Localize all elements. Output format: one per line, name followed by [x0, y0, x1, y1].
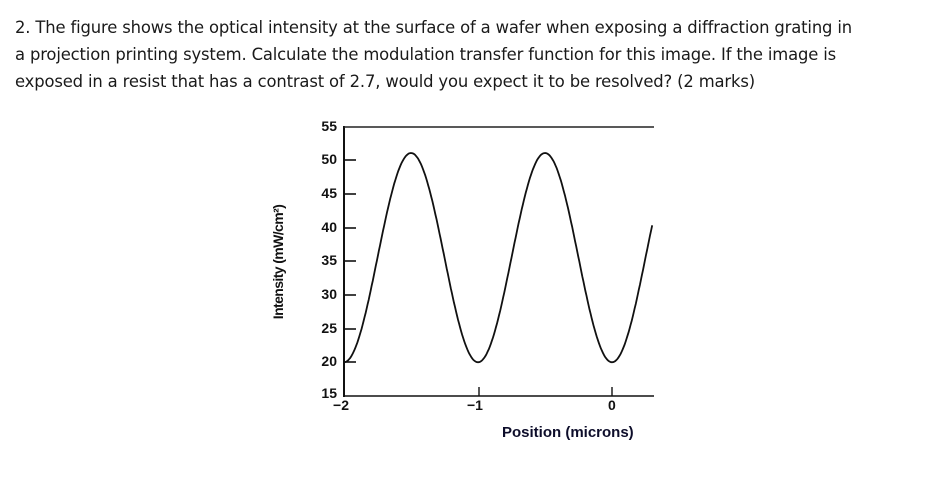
- y-axis-ticks: [344, 159, 356, 363]
- y-tick-40: 40: [321, 219, 337, 235]
- x-axis-ticks: [478, 387, 613, 396]
- x-tick-minus-2: −2: [333, 397, 349, 413]
- y-tick-15: 15: [321, 385, 337, 401]
- y-tick-45: 45: [321, 185, 337, 201]
- x-tick-0: 0: [608, 397, 616, 413]
- y-tick-20: 20: [321, 353, 337, 369]
- y-tick-25: 25: [321, 320, 337, 336]
- y-tick-30: 30: [321, 286, 337, 302]
- x-axis-label: Position (microns): [502, 424, 634, 441]
- y-tick-35: 35: [321, 252, 337, 268]
- question-line-1: 2. The figure shows the optical intensit…: [15, 18, 853, 37]
- y-tick-50: 50: [321, 151, 337, 167]
- y-tick-55: 55: [321, 118, 337, 134]
- intensity-curve: [343, 152, 654, 364]
- x-tick-minus-1: −1: [467, 397, 483, 413]
- question-text: 2. The figure shows the optical intensit…: [15, 14, 920, 95]
- question-line-2: a projection printing system. Calculate …: [15, 45, 837, 64]
- question-line-3: exposed in a resist that has a contrast …: [15, 72, 755, 91]
